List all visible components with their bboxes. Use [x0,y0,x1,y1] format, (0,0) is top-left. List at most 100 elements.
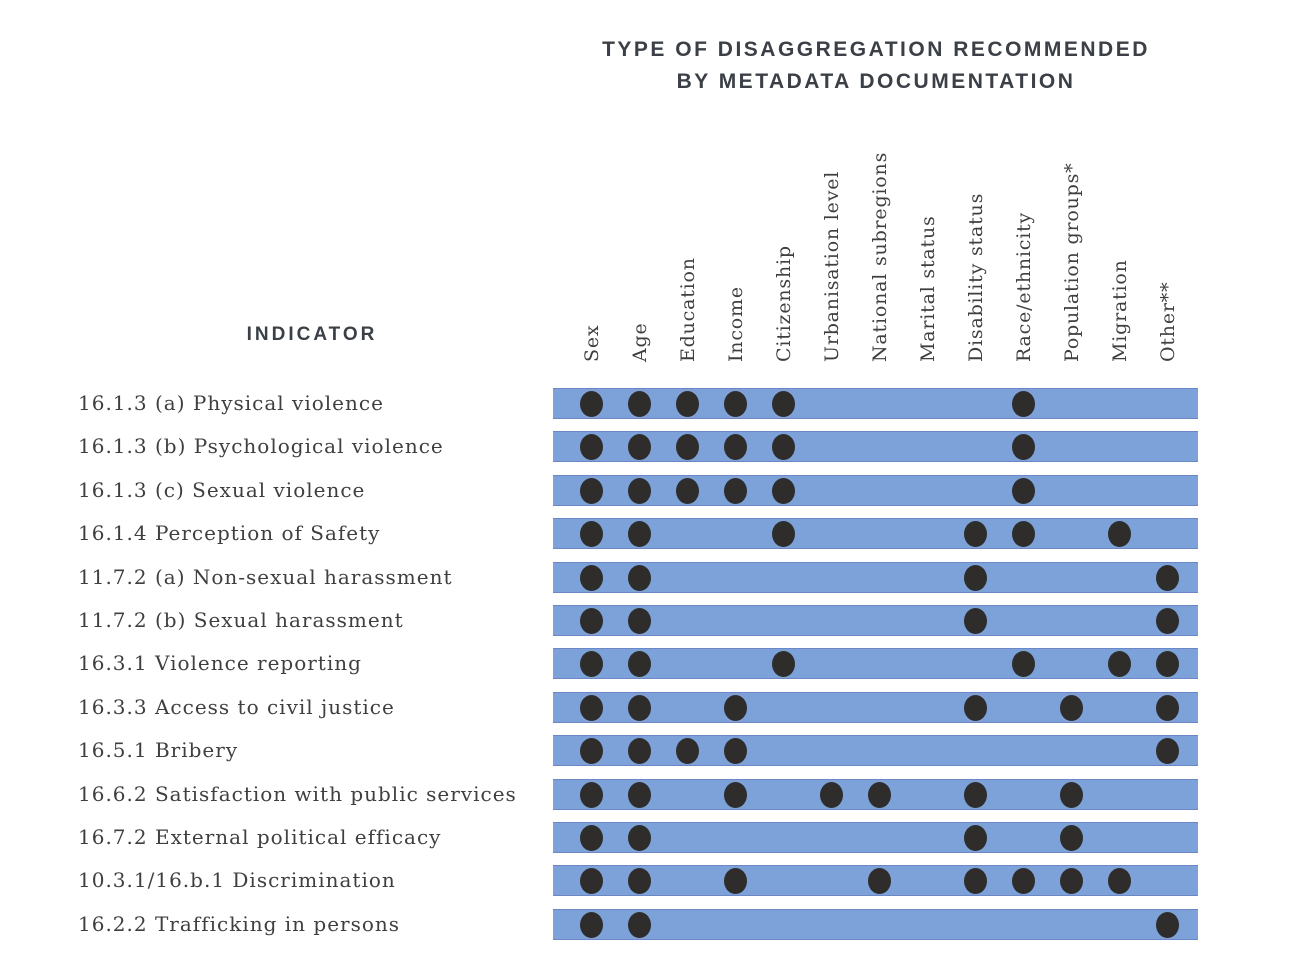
dot-age [628,608,651,634]
dot-population-groups [1060,868,1083,894]
row-label-16-1-3-a-physical-violence: 16.1.3 (a) Physical violence [78,391,384,415]
row-label-16-1-4-perception-of-safety: 16.1.4 Perception of Safety [78,521,381,545]
dot-sex [580,521,603,547]
column-header-migration: Migration [1109,259,1131,362]
dot-age [628,738,651,764]
dot-disability-status [964,868,987,894]
row-bar-16-1-3-b-psychological-violence [553,431,1198,462]
dot-sex [580,912,603,938]
dot-disability-status [964,608,987,634]
dot-sex [580,868,603,894]
dot-income [724,434,747,460]
row-label-16-7-2-external-political-efficacy: 16.7.2 External political efficacy [78,825,442,849]
row-bar-16-5-1-bribery [553,735,1198,766]
dot-sex [580,825,603,851]
column-header-disability-status: Disability status [965,192,987,362]
dot-education [676,478,699,504]
dot-sex [580,738,603,764]
dot-population-groups [1060,825,1083,851]
row-label-16-6-2-satisfaction-with-public-services: 16.6.2 Satisfaction with public services [78,782,517,806]
chart-title-line2: BY METADATA DOCUMENTATION [676,70,1076,93]
row-label-16-3-1-violence-reporting: 16.3.1 Violence reporting [78,651,362,675]
dot-age [628,782,651,808]
dot-disability-status [964,565,987,591]
dot-national-subregions [868,868,891,894]
row-bar-16-1-3-a-physical-violence [553,388,1198,419]
dot-other [1156,651,1179,677]
dot-sex [580,434,603,460]
row-label-16-2-2-trafficking-in-persons: 16.2.2 Trafficking in persons [78,912,401,936]
dot-income [724,868,747,894]
dot-citizenship [772,478,795,504]
dot-other [1156,565,1179,591]
row-label-16-1-3-c-sexual-violence: 16.1.3 (c) Sexual violence [78,478,366,502]
dot-other [1156,738,1179,764]
dot-race-ethnicity [1012,521,1035,547]
row-bar-16-3-1-violence-reporting [553,648,1198,679]
dot-sex [580,782,603,808]
dot-education [676,391,699,417]
row-bar-11-7-2-a-non-sexual-harassment [553,562,1198,593]
row-label-10-3-1-16-b-1-discrimination: 10.3.1/16.b.1 Discrimination [78,868,396,892]
dot-income [724,478,747,504]
dot-race-ethnicity [1012,478,1035,504]
dot-migration [1108,868,1131,894]
column-header-education: Education [677,257,699,362]
dot-other [1156,912,1179,938]
dot-migration [1108,521,1131,547]
dot-age [628,391,651,417]
dot-sex [580,565,603,591]
row-bar-16-1-4-perception-of-safety [553,518,1198,549]
column-header-marital-status: Marital status [917,215,939,362]
dot-age [628,478,651,504]
dot-disability-status [964,521,987,547]
dot-age [628,651,651,677]
dot-other [1156,608,1179,634]
dot-age [628,565,651,591]
dot-education [676,434,699,460]
dot-disability-status [964,782,987,808]
dot-sex [580,695,603,721]
dot-population-groups [1060,695,1083,721]
dot-urbanisation-level [820,782,843,808]
row-label-16-3-3-access-to-civil-justice: 16.3.3 Access to civil justice [78,695,395,719]
dot-citizenship [772,521,795,547]
dot-age [628,521,651,547]
column-header-other: Other** [1157,281,1179,362]
dot-race-ethnicity [1012,868,1035,894]
row-label-16-1-3-b-psychological-violence: 16.1.3 (b) Psychological violence [78,434,444,458]
row-bar-16-3-3-access-to-civil-justice [553,692,1198,723]
column-header-sex: Sex [581,324,603,362]
column-header-national-subregions: National subregions [869,151,891,362]
row-bar-11-7-2-b-sexual-harassment [553,605,1198,636]
dot-race-ethnicity [1012,651,1035,677]
dot-age [628,825,651,851]
dot-citizenship [772,391,795,417]
dot-disability-status [964,695,987,721]
dot-sex [580,651,603,677]
column-header-urbanisation-level: Urbanisation level [821,170,843,362]
row-bar-16-1-3-c-sexual-violence [553,475,1198,506]
column-header-citizenship: Citizenship [773,245,795,362]
chart-title-line1: TYPE OF DISAGGREGATION RECOMMENDED [602,38,1150,61]
row-label-11-7-2-a-non-sexual-harassment: 11.7.2 (a) Non-sexual harassment [78,565,453,589]
dot-citizenship [772,434,795,460]
dot-population-groups [1060,782,1083,808]
dot-sex [580,391,603,417]
dot-income [724,695,747,721]
dot-income [724,391,747,417]
row-label-11-7-2-b-sexual-harassment: 11.7.2 (b) Sexual harassment [78,608,404,632]
indicator-column-header: INDICATOR [246,324,378,345]
row-bar-16-6-2-satisfaction-with-public-services [553,779,1198,810]
dot-national-subregions [868,782,891,808]
dot-income [724,738,747,764]
row-bar-16-7-2-external-political-efficacy [553,822,1198,853]
column-header-race-ethnicity: Race/ethnicity [1013,211,1035,362]
dot-race-ethnicity [1012,391,1035,417]
dot-sex [580,608,603,634]
dot-other [1156,695,1179,721]
chart-title: TYPE OF DISAGGREGATION RECOMMENDED BY ME… [553,34,1199,98]
dot-citizenship [772,651,795,677]
dot-age [628,912,651,938]
